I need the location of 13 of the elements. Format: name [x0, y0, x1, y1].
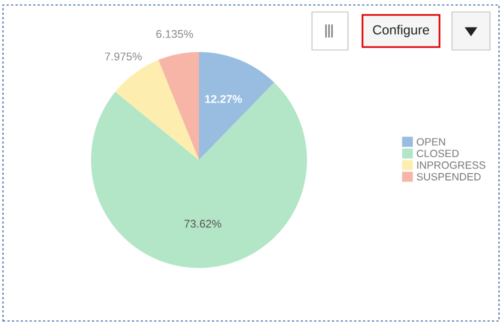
- legend-label: CLOSED: [416, 150, 459, 158]
- data-label: 7.975%: [105, 52, 142, 60]
- pie-slice: [199, 52, 274, 160]
- pie-slice: [91, 82, 307, 268]
- data-label: 12.27%: [205, 95, 242, 103]
- pie-slice: [115, 60, 199, 160]
- legend-label: INPROGRESS: [417, 161, 486, 169]
- text: Configure: [373, 24, 430, 38]
- legend-label: SUSPENDED: [416, 173, 481, 180]
- legend-label: OPEN: [416, 138, 445, 146]
- data-label: 6.135%: [156, 30, 194, 38]
- data-label: 73.62%: [184, 220, 222, 228]
- pie-slice: [158, 52, 199, 160]
